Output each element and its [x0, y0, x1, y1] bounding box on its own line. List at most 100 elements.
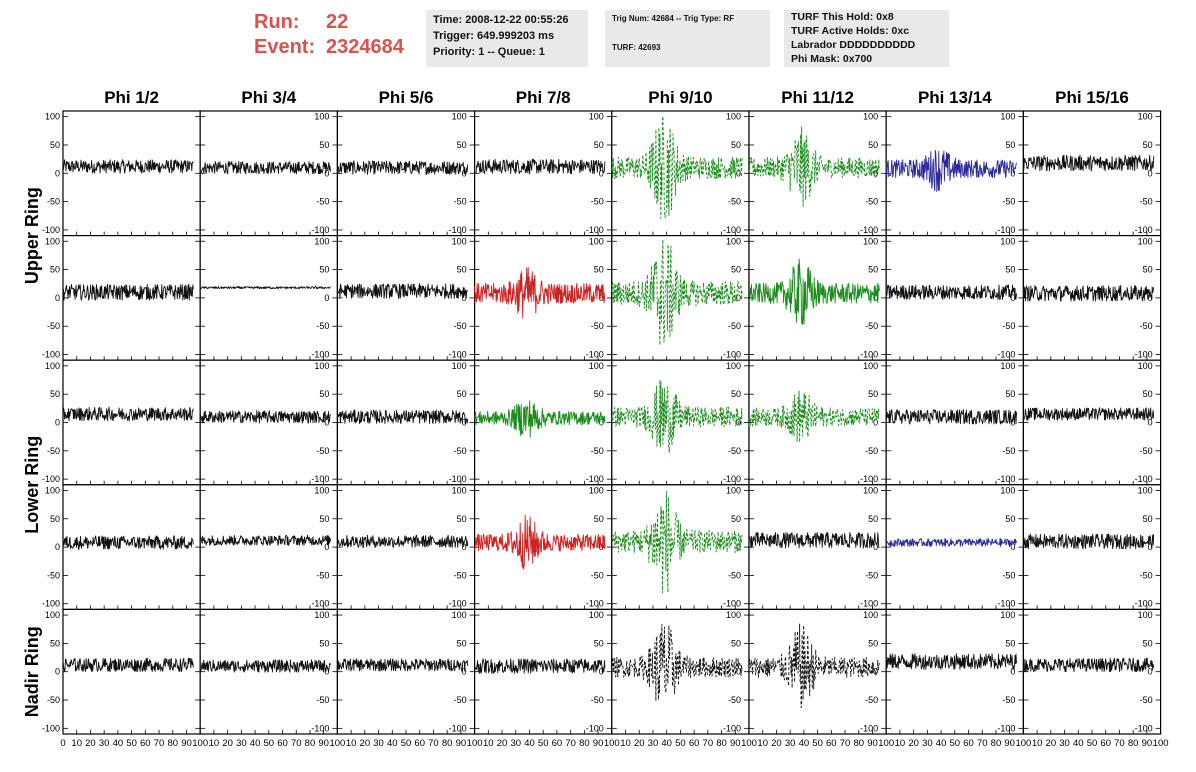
y-tick-label: 0: [736, 293, 741, 303]
y-tick-label: 50: [731, 265, 741, 275]
x-tick-label: 10: [895, 738, 906, 749]
x-tick-label: 40: [661, 738, 672, 749]
y-tick-label: -50: [454, 570, 467, 580]
waveform-trace: [748, 126, 880, 207]
y-tick-label: -50: [1002, 446, 1015, 456]
y-tick-label: 50: [319, 140, 329, 150]
column-header: Phi 5/6: [379, 88, 434, 107]
x-tick-label: 10: [71, 738, 82, 749]
event-value: 2324684: [326, 36, 404, 58]
run-row: Run: 22: [254, 10, 404, 35]
x-tick-label: 70: [1114, 738, 1125, 749]
waveform-trace: [62, 657, 194, 673]
panel-frame: [1022, 110, 1162, 237]
y-tick-label: -50: [728, 321, 741, 331]
waveform-trace: [748, 258, 880, 325]
y-tick-label: 100: [863, 485, 878, 495]
waveform-trace: [748, 390, 880, 443]
y-tick-label: 0: [55, 418, 60, 428]
panel-frame: [611, 484, 750, 610]
waveform-trace: [62, 535, 194, 550]
x-tick-label: 20: [222, 738, 233, 749]
x-tick-label: 90: [593, 738, 604, 749]
y-tick-label: 100: [314, 610, 329, 620]
y-tick-label: -50: [454, 321, 467, 331]
y-tick-label: 100: [1000, 236, 1015, 246]
y-tick-label: -50: [591, 446, 604, 456]
panel-frame: [611, 359, 750, 486]
y-tick-label: 100: [726, 610, 741, 620]
x-tick-label: 30: [785, 738, 796, 749]
y-tick-label: 0: [736, 542, 741, 552]
x-tick-label: 40: [387, 738, 398, 749]
x-tick-label: 60: [552, 738, 563, 749]
waveform-trace: [1022, 533, 1155, 550]
x-tick-label: 20: [85, 738, 96, 749]
x-tick-label: 20: [360, 738, 371, 749]
x-tick-label: 40: [524, 738, 535, 749]
x-tick-label: 30: [922, 738, 933, 749]
x-tick-label: 80: [716, 738, 727, 749]
y-tick-label: 0: [736, 168, 741, 178]
y-tick-label: 0: [1010, 168, 1015, 178]
y-tick-label: 50: [319, 265, 329, 275]
y-tick-label: -100: [1135, 474, 1153, 484]
x-tick-label: 60: [414, 738, 425, 749]
y-tick-label: 50: [594, 638, 604, 648]
y-tick-label: -100: [723, 350, 741, 360]
x-tick-label: 70: [154, 738, 165, 749]
y-tick-label: 100: [863, 610, 878, 620]
y-tick-label: -100: [1135, 225, 1153, 235]
y-tick-label: -50: [47, 446, 60, 456]
y-tick-label: 0: [324, 542, 329, 552]
y-tick-label: 0: [1148, 542, 1153, 552]
y-tick-label: 0: [1010, 293, 1015, 303]
y-tick-label: 0: [55, 293, 60, 303]
waveform-trace: [1022, 407, 1155, 421]
turf-hold-text: TURF This Hold: 0x8: [791, 11, 894, 23]
y-tick-label: -100: [449, 350, 467, 360]
y-tick-label: 50: [50, 389, 60, 399]
y-tick-label: 50: [731, 514, 741, 524]
y-tick-label: 100: [1138, 236, 1153, 246]
y-tick-label: -50: [316, 695, 329, 705]
y-tick-label: 0: [462, 667, 467, 677]
waveform-trace: [611, 623, 743, 702]
y-tick-label: -100: [586, 350, 604, 360]
x-tick-label: 80: [1128, 738, 1139, 749]
column-header: Phi 3/4: [241, 88, 296, 107]
y-tick-label: -50: [591, 695, 604, 705]
waveform-trace: [474, 158, 606, 175]
panel-frame: [748, 235, 887, 361]
panel-frame: [199, 235, 338, 361]
y-tick-label: -100: [42, 350, 60, 360]
y-tick-label: -100: [449, 225, 467, 235]
waveform-trace: [62, 406, 194, 422]
panel-frame: [1022, 359, 1162, 486]
column-header: Phi 11/12: [781, 88, 854, 107]
y-tick-label: -50: [865, 197, 878, 207]
waveform-trace: [199, 161, 331, 175]
y-tick-label: -50: [1140, 446, 1153, 456]
panel-frame: [199, 110, 338, 237]
y-tick-label: 0: [599, 168, 604, 178]
y-tick-label: 50: [1005, 638, 1015, 648]
waveform-trace: [200, 659, 331, 673]
time-text: Time: 2008-12-22 00:55:26: [433, 14, 569, 26]
y-tick-label: 50: [50, 140, 60, 150]
row-label: Nadir Ring: [22, 626, 42, 717]
